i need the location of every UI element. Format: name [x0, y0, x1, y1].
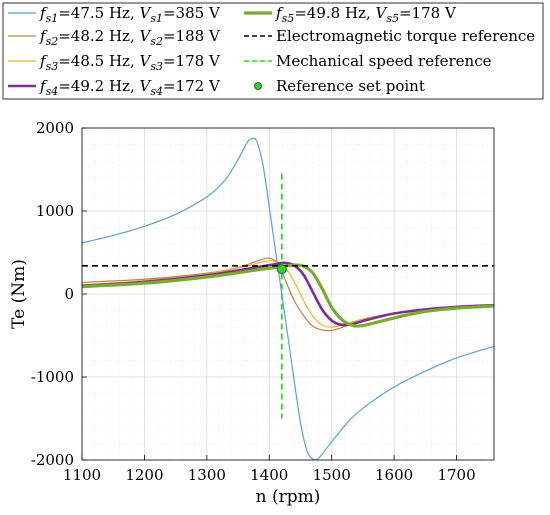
x-axis-label: n (rpm) [256, 487, 321, 507]
legend-label-part: V [139, 4, 152, 22]
legend-label-reference-2: Mechanical speed reference [276, 52, 492, 70]
legend-label-part: =178 V [163, 52, 221, 70]
legend-label-part: f [275, 4, 284, 22]
reference-set-point [276, 264, 287, 275]
plot-area: 1100 1200 1300 1400 1500 1600 1700 -2000 -1000 0 1… [31, 119, 495, 484]
legend-label-part: =49.2 Hz, [58, 77, 139, 95]
y-tick-label: 1000 [36, 202, 74, 220]
legend-label-part: f [39, 52, 48, 70]
legend-label-2: fs2=48.2 Hz, Vs2=188 V [39, 27, 221, 48]
x-tick-label: 1700 [437, 466, 475, 484]
legend-label-4: fs4=49.2 Hz, Vs4=172 V [39, 77, 221, 98]
legend-label-part: f [39, 4, 48, 22]
x-tick-label: 1500 [313, 466, 351, 484]
legend-label-part: =47.5 Hz, [58, 4, 139, 22]
legend-label-part: V [139, 52, 152, 70]
legend-label-5: fs5=49.8 Hz, Vs5=178 V [275, 4, 457, 25]
y-tick-label: -1000 [31, 368, 74, 386]
legend-label-part: s5 [282, 12, 295, 25]
x-tick-label: 1100 [63, 466, 101, 484]
legend-label-part: =178 V [399, 4, 457, 22]
legend-label-part: =188 V [163, 27, 221, 45]
y-tick-label: 2000 [36, 119, 74, 137]
legend-label-part: V [139, 27, 152, 45]
legend-label-1: fs1=47.5 Hz, Vs1=385 V [39, 4, 221, 25]
legend-label-part: s3 [46, 60, 59, 73]
x-tick-label: 1600 [375, 466, 413, 484]
legend-label-part: =172 V [163, 77, 221, 95]
y-tick-label: 0 [64, 285, 74, 303]
axis-ticks: 1100 1200 1300 1400 1500 1600 1700 -2000 -1000 0 1… [31, 119, 476, 484]
legend-label-reference-3: Reference set point [276, 77, 425, 95]
legend-label-part: s2 [150, 35, 163, 48]
x-tick-label: 1300 [188, 466, 226, 484]
legend-label-part: s1 [46, 12, 59, 25]
legend-label-part: f [39, 27, 48, 45]
legend-label-part: =385 V [163, 4, 221, 22]
legend-label-reference-1: Electromagnetic torque reference [276, 27, 535, 45]
legend-box [2, 2, 544, 100]
series-line-5 [82, 263, 494, 328]
legend-label-part: s5 [386, 12, 399, 25]
legend-label-part: =49.8 Hz, [294, 4, 375, 22]
reference-lines [82, 173, 494, 419]
legend-label-part: V [375, 4, 388, 22]
legend-label-3: fs3=48.5 Hz, Vs3=178 V [39, 52, 221, 73]
x-tick-label: 1200 [125, 466, 163, 484]
legend-label-part: s2 [46, 35, 59, 48]
legend-label-part: s1 [150, 12, 163, 25]
y-axis-label: Te (Nm) [9, 259, 29, 329]
legend-label-part: =48.2 Hz, [58, 27, 139, 45]
series-line-4 [82, 261, 494, 327]
x-tick-label: 1400 [250, 466, 288, 484]
legend-swatch-set-point [254, 82, 262, 90]
legend-label-part: =48.5 Hz, [58, 52, 139, 70]
y-tick-label: -2000 [31, 451, 74, 469]
grid [81, 127, 495, 461]
legend-label-part: s3 [150, 60, 163, 73]
legend-label-part: s4 [46, 85, 59, 98]
legend-label-part: f [39, 77, 48, 95]
legend-label-part: s4 [150, 85, 163, 98]
legend-label-part: V [139, 77, 152, 95]
